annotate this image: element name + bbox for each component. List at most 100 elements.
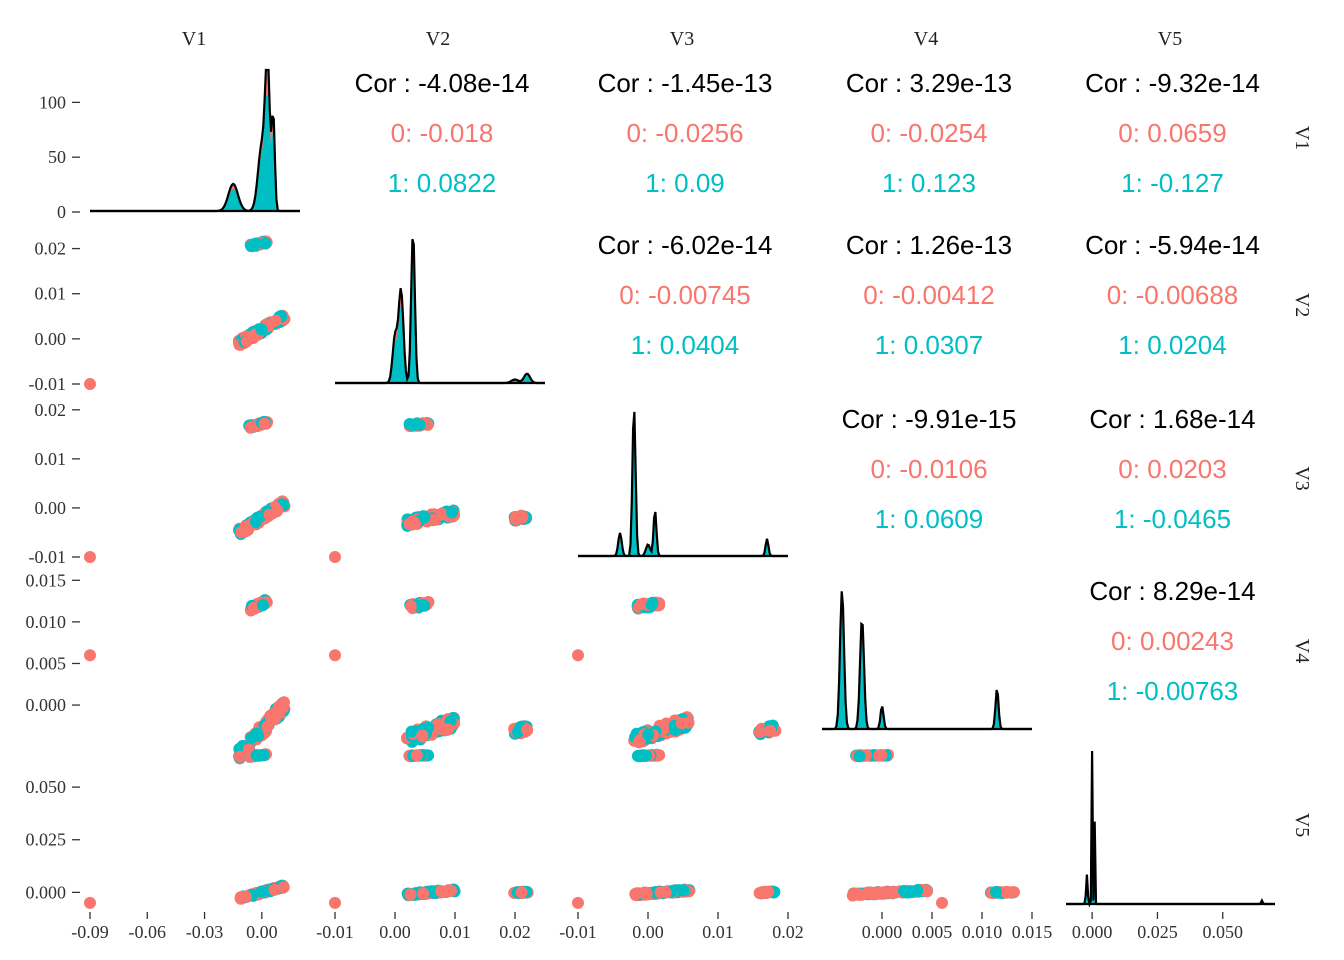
cor-group1-label: 1: -0.127 [1121,168,1224,198]
y-tick-label: 0.015 [26,570,67,590]
cor-total-label: Cor : 1.68e-14 [1089,404,1255,434]
scatter-point-group0 [872,887,885,900]
scatter-point-group0 [269,314,282,327]
scatter-point-group0 [515,886,528,899]
cor-group0-label: 0: -0.0254 [870,118,987,148]
x-tick-label: 0.00 [632,922,664,942]
y-tick-label: 0.050 [26,777,67,797]
scatter-outlier-point [936,896,948,909]
scatter-point-group1 [642,728,655,741]
scatter-point-group1 [255,323,268,336]
x-tick-label: 0.02 [772,922,804,942]
cor-total-label: Cor : -5.94e-14 [1085,230,1260,260]
density-group1-V5 [1066,778,1275,904]
scatter-point-group0 [270,708,283,721]
scatter-point-group0 [404,888,417,901]
y-tick-label: 0.00 [35,498,67,518]
scatter-outlier-point [84,551,96,563]
y-tick-label: -0.01 [29,374,67,394]
scatter-outlier-point [329,551,341,563]
cor-group0-label: 0: -0.00688 [1107,280,1239,310]
density-group1-V4 [822,616,1032,729]
scatter-point-group0 [759,886,772,899]
x-tick-label: -0.01 [316,922,354,942]
scatter-point-group0 [261,720,274,733]
cor-total-label: Cor : -6.02e-14 [598,230,773,260]
y-tick-label: 100 [39,92,66,112]
scatter-point-group1 [255,749,268,762]
x-tick-label: 0.010 [962,922,1003,942]
scatter-outlier-point [329,896,341,909]
density-line-V4 [822,591,1032,731]
scatter-point-group1 [418,599,431,612]
scatter-point-group1 [255,885,268,898]
cor-group0-label: 0: -0.00412 [863,280,995,310]
cor-group1-label: 1: 0.0609 [875,504,983,534]
y-tick-label: 0.02 [35,400,67,420]
scatter-point-group0 [629,887,642,900]
scatter-point-group0 [435,885,448,898]
cor-total-label: Cor : -4.08e-14 [355,68,530,98]
density-group1-V2 [335,265,545,383]
x-tick-label: -0.01 [559,922,597,942]
x-tick-label: 0.02 [499,922,531,942]
scatter-point-group0 [516,511,529,524]
scatter-point-group0 [521,723,534,736]
strip-label-top-V1: V1 [182,28,206,50]
scatter-outlier-point [572,649,584,662]
strip-label-top-V4: V4 [914,28,938,50]
y-tick-label: 0.01 [35,449,67,469]
cor-group0-label: 0: -0.00745 [619,280,751,310]
cor-total-label: Cor : -9.32e-14 [1085,68,1260,98]
y-tick-label: 0.000 [26,695,67,715]
y-tick-label: 0.02 [35,239,67,259]
cor-group1-label: 1: 0.0204 [1118,330,1226,360]
scatter-point-group0 [258,417,271,430]
x-tick-label: 0.005 [912,922,953,942]
density-group0-V5 [1066,751,1275,904]
scatter-point-group0 [239,890,252,903]
x-tick-label: 0.01 [439,922,471,942]
scatter-point-group0 [654,886,667,899]
scatter-point-group0 [277,881,290,894]
scatter-point-group0 [875,749,888,761]
cor-total-label: Cor : 8.29e-14 [1089,576,1255,606]
scatter-point-group0 [234,750,247,763]
density-group0-V2 [335,239,545,383]
scatter-point-group1 [853,750,866,763]
x-tick-label: -0.06 [129,922,167,942]
y-tick-label: 0.005 [26,653,67,673]
density-group0-V4 [822,591,1032,729]
strip-label-right-V4: V4 [1291,639,1313,663]
density-group1-V3 [578,437,788,556]
cor-group1-label: 1: 0.123 [882,168,976,198]
scatter-point-group0 [417,887,430,900]
scatter-point-group0 [764,724,777,737]
cor-group1-label: 1: 0.09 [645,168,725,198]
x-tick-label: 0.000 [1072,922,1113,942]
x-tick-label: -0.09 [71,922,109,942]
cor-group0-label: 0: -0.0256 [626,118,743,148]
cor-group0-label: 0: 0.00243 [1111,626,1234,656]
scatter-point-group1 [256,599,269,612]
density-line-V5 [1066,750,1275,908]
y-tick-label: 50 [48,147,66,167]
cor-group0-label: 0: -0.018 [391,118,494,148]
scatter-point-group0 [442,723,455,736]
strip-label-right-V5: V5 [1291,813,1313,837]
scatter-point-group1 [418,511,431,524]
x-tick-label: 0.00 [246,922,278,942]
y-tick-label: 0.025 [26,830,67,850]
scatter-outlier-point [329,649,341,662]
scatter-point-group1 [639,749,652,762]
density-group0-V3 [578,411,788,556]
scatter-outlier-point [84,649,96,662]
scatter-point-group1 [259,237,272,250]
cor-total-label: Cor : -1.45e-13 [598,68,773,98]
x-tick-label: 0.025 [1137,922,1178,942]
cor-group1-label: 1: 0.0404 [631,330,739,360]
scatter-outlier-point [572,896,584,909]
scatter-point-group1 [446,506,458,519]
scatter-outlier-point [84,896,96,909]
